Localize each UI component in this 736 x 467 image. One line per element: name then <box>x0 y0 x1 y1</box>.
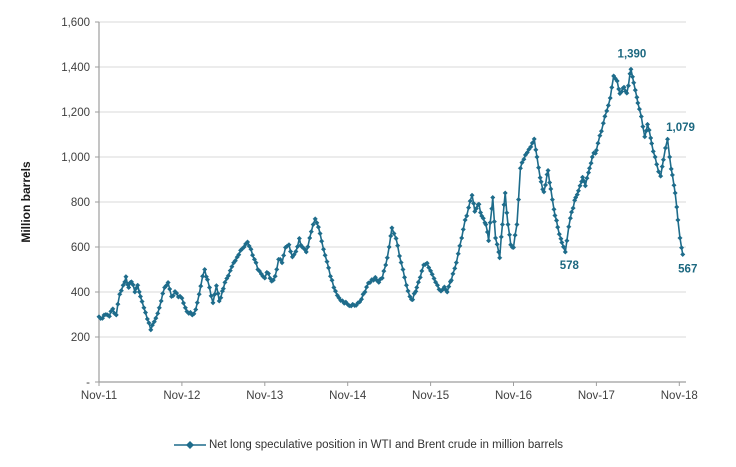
y-tick-label: 800 <box>71 197 90 209</box>
x-tick-label: Nov-15 <box>412 390 449 402</box>
y-tick-label: 1,200 <box>61 107 90 119</box>
x-tick-label: Nov-16 <box>495 390 532 402</box>
y-tick-label: 1,400 <box>61 62 90 74</box>
x-tick-label: Nov-14 <box>329 390 367 402</box>
y-tick-label: 400 <box>71 287 90 299</box>
x-tick-label: Nov-12 <box>163 390 200 402</box>
annotation-label: 567 <box>678 263 697 275</box>
x-axis-tick-labels: Nov-11 Nov-12 Nov-13 Nov-14 Nov-15 Nov-16 Nov-… <box>81 390 698 402</box>
y-tick-label: 1,600 <box>61 17 90 29</box>
x-tick-label: Nov-11 <box>81 390 117 402</box>
annotation-label: 578 <box>560 260 580 272</box>
x-tick-label: Nov-18 <box>661 390 698 402</box>
y-tick-label: 1,000 <box>61 152 90 164</box>
legend-marker-icon <box>173 441 206 449</box>
data-annotations: 1,390 1,079 578 567 <box>560 48 698 275</box>
y-tick-label: - <box>86 377 90 389</box>
y-axis-tick-labels: - 200 400 600 800 1,000 1,200 1,400 1,600 <box>61 17 90 389</box>
axis-ticks <box>95 21 680 386</box>
y-tick-label: 200 <box>71 332 90 344</box>
x-tick-label: Nov-17 <box>578 390 615 402</box>
annotation-label: 1,079 <box>666 122 695 134</box>
series-line <box>98 68 684 331</box>
annotation-label: 1,390 <box>618 48 647 60</box>
series-markers <box>96 66 686 333</box>
legend-label: Net long speculative position in WTI and… <box>208 439 564 451</box>
legend: Net long speculative position in WTI and… <box>0 439 736 451</box>
y-axis-title: Million barrels <box>19 161 33 243</box>
y-tick-label: 600 <box>71 242 90 254</box>
gridlines <box>99 21 686 338</box>
axes <box>98 22 686 383</box>
x-tick-label: Nov-13 <box>246 390 283 402</box>
